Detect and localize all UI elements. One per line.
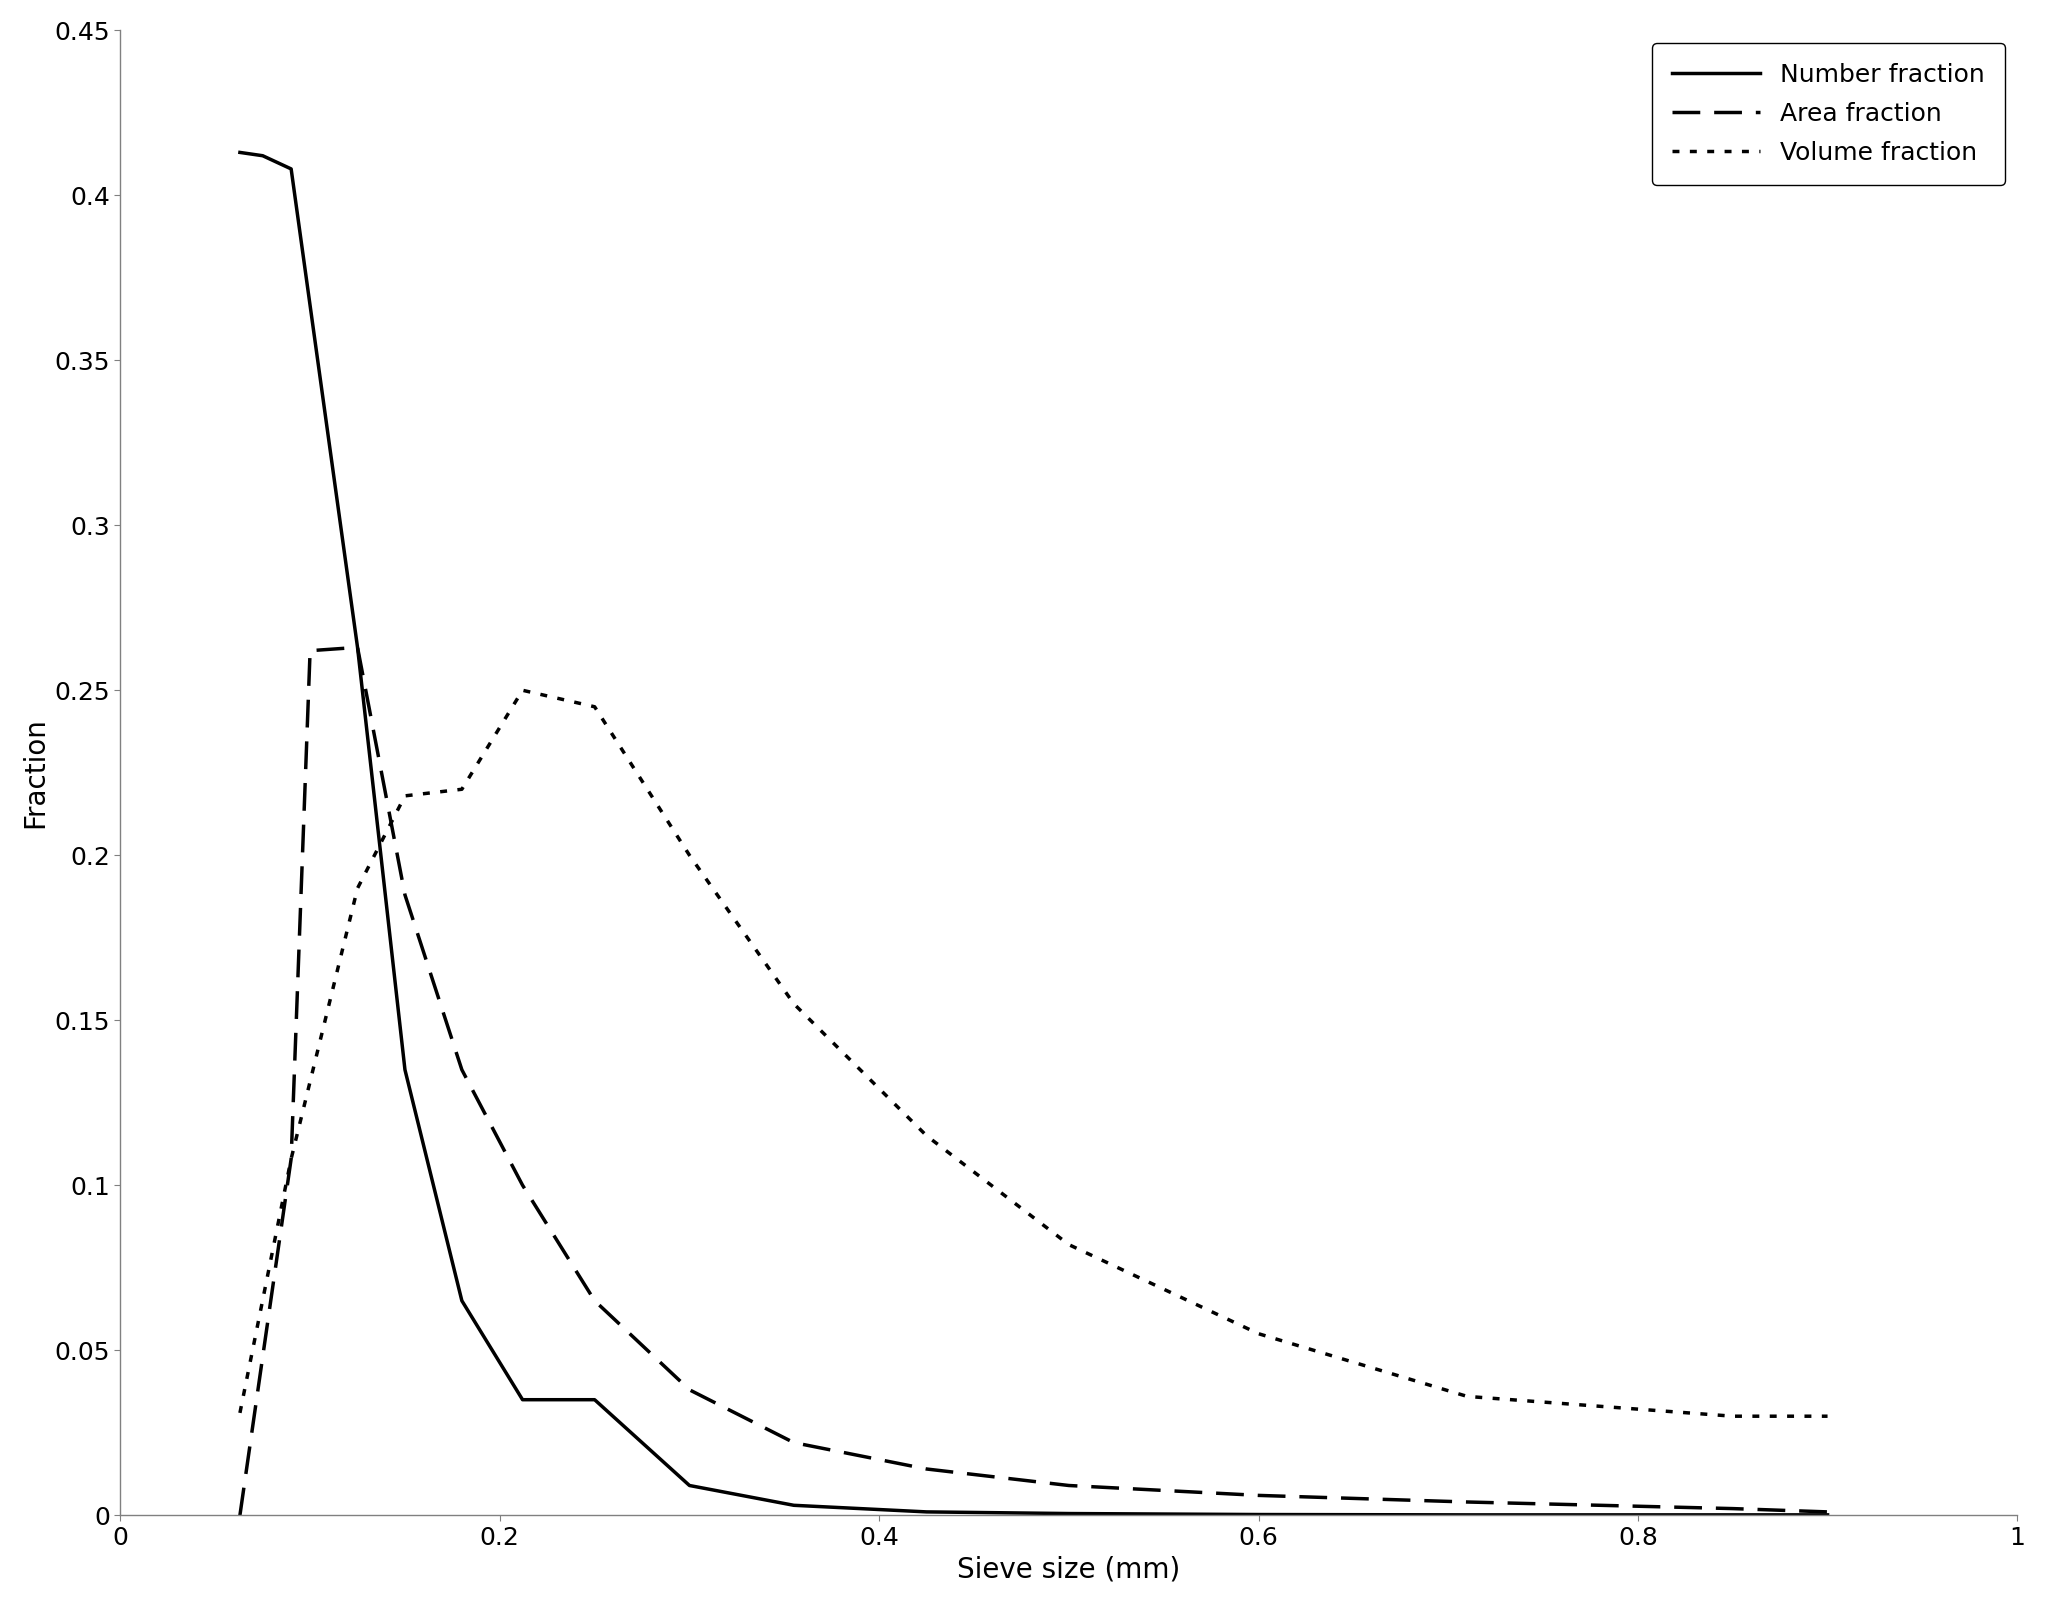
Volume fraction	[1455, 1387, 1479, 1407]
Volume fraction	[1721, 1407, 1745, 1426]
Volume fraction	[677, 845, 702, 865]
Area fraction	[1246, 1485, 1271, 1505]
Number fraction	[450, 1291, 475, 1310]
Area fraction	[509, 1176, 534, 1195]
Area fraction	[450, 1060, 475, 1079]
Volume fraction	[915, 1126, 939, 1145]
Number fraction	[1246, 1505, 1271, 1524]
Area fraction	[915, 1460, 939, 1479]
Legend: Number fraction, Area fraction, Volume fraction: Number fraction, Area fraction, Volume f…	[1653, 43, 2005, 184]
Number fraction	[227, 143, 252, 162]
Number fraction	[782, 1495, 806, 1514]
Area fraction	[1455, 1492, 1479, 1511]
Volume fraction	[1815, 1407, 1839, 1426]
Volume fraction	[583, 698, 608, 717]
Line: Volume fraction: Volume fraction	[239, 690, 1827, 1416]
Number fraction	[346, 638, 370, 658]
Number fraction	[1455, 1505, 1479, 1524]
Area fraction	[1056, 1476, 1080, 1495]
Number fraction	[278, 159, 303, 178]
Area fraction	[346, 638, 370, 658]
Volume fraction	[278, 1148, 303, 1168]
Number fraction	[250, 146, 274, 165]
Number fraction	[583, 1391, 608, 1410]
Number fraction	[509, 1391, 534, 1410]
Line: Area fraction: Area fraction	[239, 648, 1827, 1516]
Number fraction	[1056, 1505, 1080, 1524]
Area fraction	[1721, 1500, 1745, 1519]
Number fraction	[915, 1503, 939, 1522]
Volume fraction	[346, 879, 370, 898]
Number fraction	[1815, 1505, 1839, 1524]
Area fraction	[278, 1148, 303, 1168]
Area fraction	[583, 1291, 608, 1310]
Area fraction	[782, 1432, 806, 1452]
Number fraction	[393, 1060, 417, 1079]
Volume fraction	[227, 1404, 252, 1423]
Volume fraction	[1246, 1323, 1271, 1343]
Area fraction	[299, 642, 323, 661]
Number fraction	[677, 1476, 702, 1495]
Area fraction	[677, 1379, 702, 1399]
Volume fraction	[782, 994, 806, 1014]
Area fraction	[227, 1506, 252, 1525]
X-axis label: Sieve size (mm): Sieve size (mm)	[958, 1556, 1181, 1583]
Volume fraction	[1056, 1235, 1080, 1254]
Volume fraction	[509, 680, 534, 699]
Area fraction	[393, 885, 417, 905]
Number fraction	[1721, 1505, 1745, 1524]
Y-axis label: Fraction: Fraction	[20, 717, 49, 828]
Area fraction	[1815, 1503, 1839, 1522]
Volume fraction	[393, 786, 417, 805]
Volume fraction	[450, 780, 475, 799]
Line: Number fraction: Number fraction	[239, 152, 1827, 1514]
